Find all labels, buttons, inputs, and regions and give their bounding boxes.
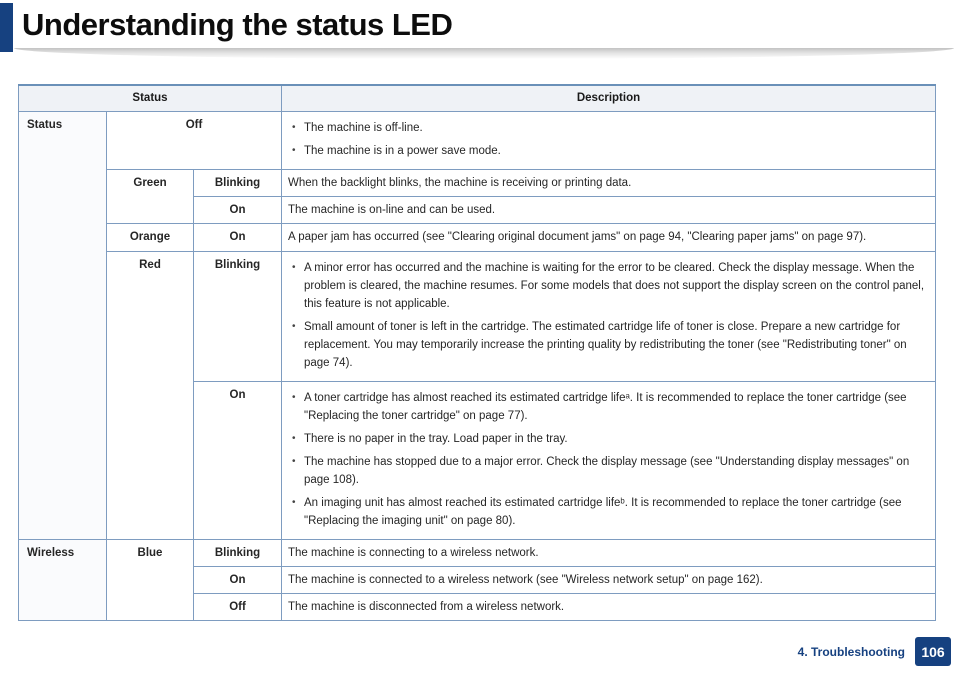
cell-description: The machine is off-line. The machine is …: [281, 110, 936, 170]
page-number-badge: 106: [915, 637, 951, 666]
page-footer: 4. Troubleshooting 106: [798, 637, 954, 666]
table-header-row: Status Description: [18, 84, 936, 112]
cell-state-on: On: [193, 195, 282, 224]
title-accent-bar: [0, 3, 13, 52]
description-bullet: An imaging unit has almost reached its e…: [288, 494, 925, 530]
cell-state-on: On: [193, 222, 282, 252]
cell-group-status: Status: [18, 110, 107, 540]
table-row-red-blinking: Red Blinking A minor error has occurred …: [19, 250, 936, 540]
description-bullet: The machine is in a power save mode.: [288, 142, 925, 160]
description-bullet: A minor error has occurred and the machi…: [288, 259, 925, 313]
description-bullet: A toner cartridge has almost reached its…: [288, 389, 925, 425]
cell-description: The machine is on-line and can be used.: [281, 195, 936, 224]
cell-color-blue: Blue: [106, 538, 194, 621]
table-row-orange-on: Orange On A paper jam has occurred (see …: [19, 222, 936, 252]
table-row-green-blinking: Green Blinking When the backlight blinks…: [19, 168, 936, 224]
cell-state-blinking: Blinking: [193, 250, 282, 382]
column-header-status: Status: [18, 84, 282, 112]
table-row-wireless-off: Off The machine is disconnected from a w…: [19, 592, 936, 621]
table-row-status-off: Status Off The machine is off-line. The …: [18, 110, 936, 540]
cell-description: The machine is connecting to a wireless …: [281, 538, 936, 567]
cell-state-on: On: [193, 565, 282, 594]
cell-state-blinking: Blinking: [193, 538, 282, 567]
table-row-green-on: On The machine is on-line and can be use…: [19, 195, 936, 224]
cell-description: A minor error has occurred and the machi…: [281, 250, 936, 382]
cell-state-off: Off: [193, 592, 282, 621]
cell-state-blinking: Blinking: [193, 168, 282, 197]
cell-state-on: On: [193, 380, 282, 540]
table-row-wireless-on: On The machine is connected to a wireles…: [19, 565, 936, 594]
cell-description: The machine is disconnected from a wirel…: [281, 592, 936, 621]
description-bullet: The machine is off-line.: [288, 119, 925, 137]
title-shadow-divider: [14, 48, 954, 59]
cell-description: A paper jam has occurred (see "Clearing …: [281, 222, 936, 252]
cell-description: A toner cartridge has almost reached its…: [281, 380, 936, 540]
footer-section-label: 4. Troubleshooting: [797, 644, 905, 659]
table-row-wireless-blinking: Wireless Blue Blinking The machine is co…: [18, 538, 936, 621]
cell-description: When the backlight blinks, the machine i…: [281, 168, 936, 197]
page-header: Understanding the status LED: [0, 0, 954, 59]
cell-color-red: Red: [106, 250, 194, 540]
column-header-description: Description: [281, 84, 936, 112]
table-row-red-on: On A toner cartridge has almost reached …: [19, 380, 936, 540]
description-bullet: The machine has stopped due to a major e…: [288, 453, 925, 489]
description-bullet: Small amount of toner is left in the car…: [288, 318, 925, 372]
cell-state-off: Off: [106, 110, 282, 170]
page-title: Understanding the status LED: [22, 7, 453, 42]
cell-color-green: Green: [106, 168, 194, 224]
cell-group-wireless: Wireless: [18, 538, 107, 621]
description-bullet: There is no paper in the tray. Load pape…: [288, 430, 925, 448]
cell-color-orange: Orange: [106, 222, 194, 252]
cell-description: The machine is connected to a wireless n…: [281, 565, 936, 594]
status-led-table: Status Description Status Off The machin…: [18, 84, 936, 621]
